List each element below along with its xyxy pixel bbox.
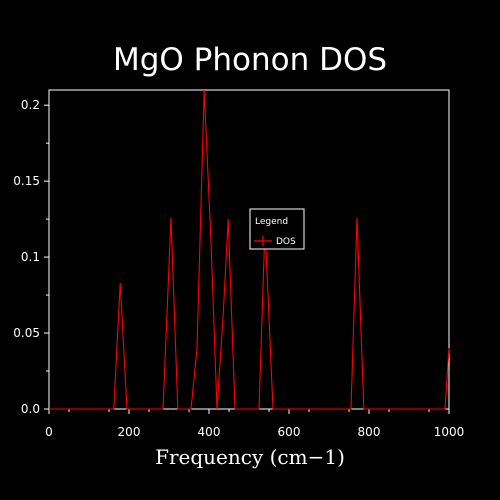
- x-tick-label: 1000: [434, 425, 465, 439]
- plot-frame: [48, 89, 450, 410]
- chart-title: MgO Phonon DOS: [113, 42, 387, 78]
- x-tick-label: 400: [198, 425, 221, 439]
- y-tick-label: 0.1: [21, 250, 40, 264]
- x-tick-label: 800: [358, 425, 381, 439]
- y-tick-label: 0.15: [13, 174, 40, 188]
- x-tick-label: 600: [278, 425, 301, 439]
- plot-area: 0 200 400 600 800 1000 0.0 0.05 0.1 0.15 0.2: [13, 89, 465, 439]
- legend-box: [249, 208, 305, 250]
- x-tick-label: 0: [45, 425, 53, 439]
- y-tick-label: 0.2: [21, 98, 40, 112]
- x-axis-label: Frequency (cm−1): [155, 445, 345, 469]
- legend: Legend DOS: [249, 208, 305, 250]
- y-tick-label: 0.0: [21, 402, 40, 416]
- y-tick-label: 0.05: [13, 326, 40, 340]
- legend-entry-dos: DOS: [276, 237, 296, 247]
- series-line-dos: [49, 89, 450, 410]
- legend-title: Legend: [255, 217, 288, 227]
- x-tick-label: 200: [118, 425, 141, 439]
